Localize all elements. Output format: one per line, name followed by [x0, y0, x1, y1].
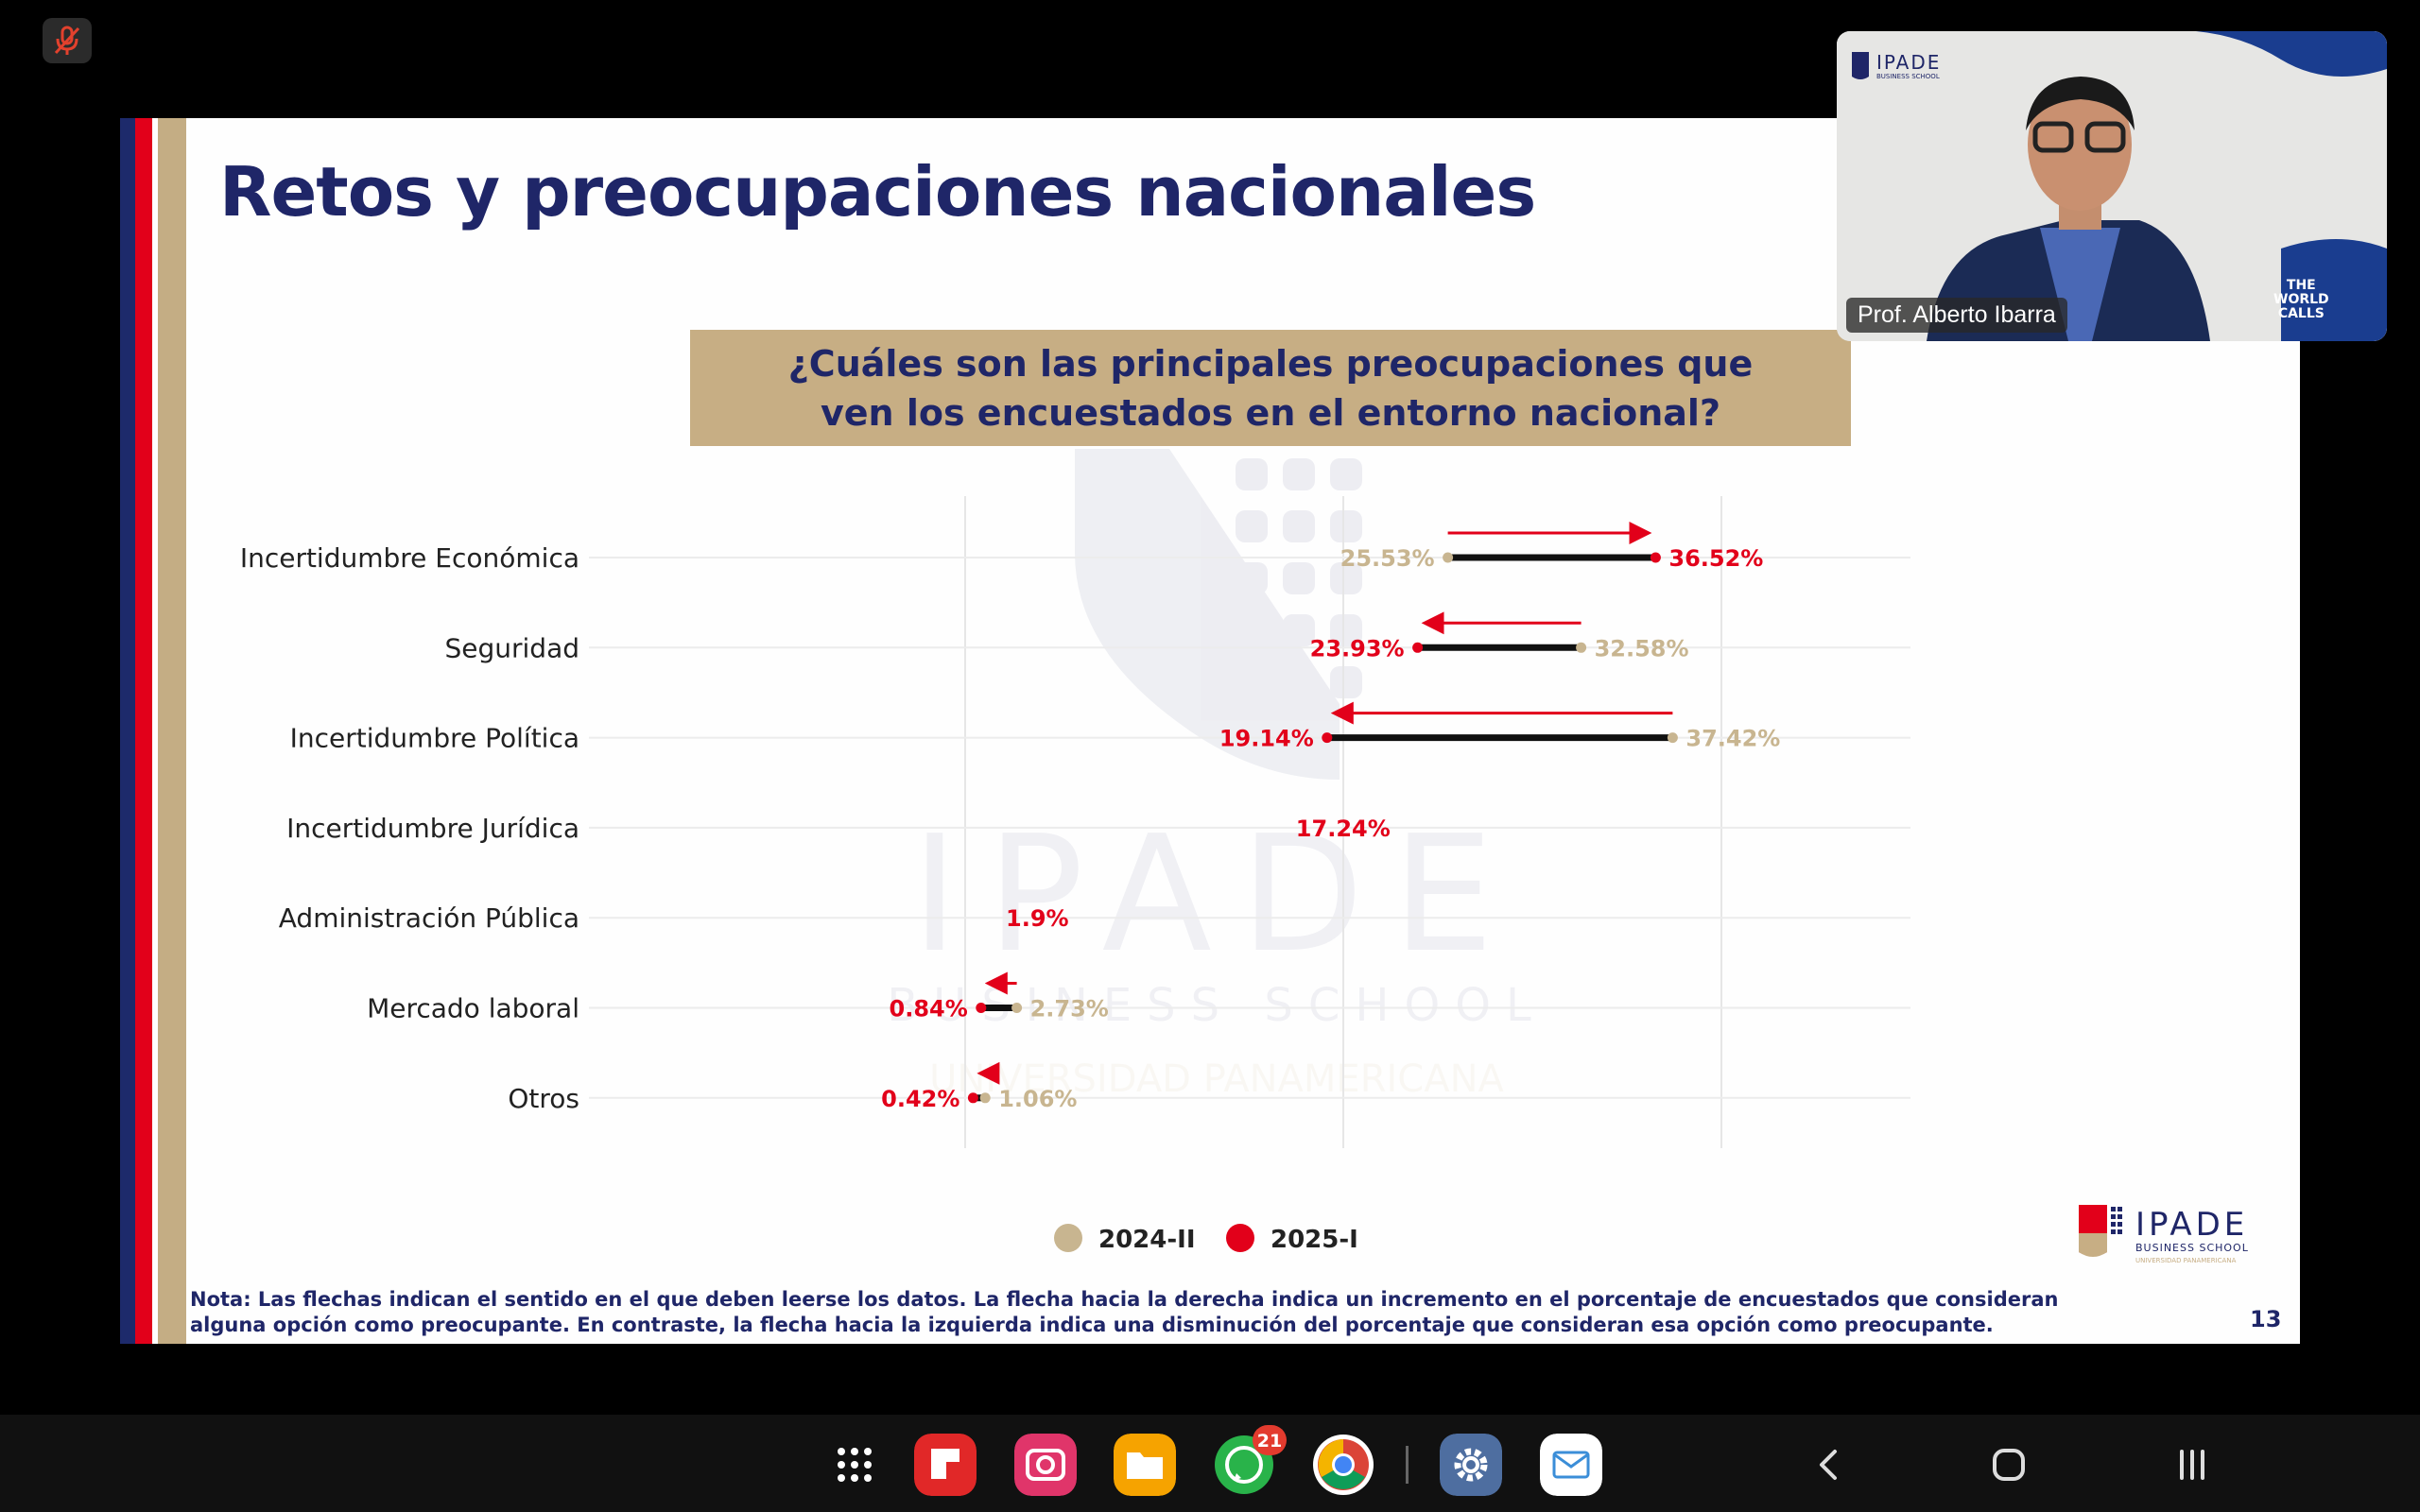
- data-label-2025-i: 0.84%: [890, 996, 968, 1022]
- side-bar-red: [135, 118, 152, 1344]
- point-2025-i: [1322, 732, 1333, 744]
- point-2025-i: [1650, 552, 1661, 563]
- files-app-icon[interactable]: [1114, 1434, 1176, 1496]
- dumbbell-chart: Incertidumbre Económica 25.53% 36.52% Segur…: [240, 496, 1910, 1254]
- logo-sub1: BUSINESS SCHOOL: [2135, 1242, 2249, 1254]
- recent-apps-nav-icon[interactable]: [2164, 1436, 2221, 1493]
- ipade-logo: IPADE BUSINESS SCHOOL UNIVERSIDAD PANAME…: [2079, 1205, 2249, 1264]
- page-number: 13: [2250, 1306, 2282, 1332]
- camera-app-icon[interactable]: [1014, 1434, 1077, 1496]
- slide-title: Retos y preocupaciones nacionales: [219, 152, 1536, 232]
- point-2024-ii: [1576, 642, 1587, 653]
- question-box: ¿Cuáles son las principales preocupacion…: [690, 330, 1851, 446]
- webcam-logo: IPADE BUSINESS SCHOOL: [1852, 51, 1941, 80]
- ipade-watermark: IPADE BUSINESS SCHOOL UNIVERSIDAD PANAME…: [887, 449, 1531, 1101]
- category-label: Incertidumbre Económica: [240, 542, 579, 574]
- category-label: Otros: [508, 1083, 579, 1114]
- mic-off-icon: [54, 26, 80, 55]
- point-2025-i: [1412, 642, 1424, 653]
- data-label-2025-i: 23.93%: [1310, 635, 1405, 662]
- presenter-name-label: Prof. Alberto Ibarra: [1846, 298, 2067, 333]
- point-2024-ii: [1443, 552, 1454, 563]
- point-2024-ii: [1667, 732, 1678, 744]
- settings-app-icon[interactable]: [1440, 1434, 1502, 1496]
- point-2024-ii: [1011, 1003, 1023, 1013]
- legend-swatch-2025-i: [1226, 1224, 1254, 1252]
- back-nav-icon[interactable]: [1801, 1436, 1858, 1493]
- point-2025-i: [967, 1092, 978, 1104]
- category-label: Incertidumbre Jurídica: [286, 813, 579, 844]
- presenter-video: [1837, 31, 2387, 341]
- point-2024-ii: [979, 1092, 991, 1104]
- point-2025-i: [976, 1003, 987, 1013]
- webcam-logo-name: IPADE: [1876, 51, 1941, 74]
- email-app-icon[interactable]: [1540, 1434, 1602, 1496]
- webcam-corner-text: THE WORLD CALLS: [2273, 279, 2329, 321]
- corner-text-line-2: WORLD: [2273, 292, 2329, 307]
- watermark-name: IPADE: [911, 801, 1522, 988]
- mute-button[interactable]: [43, 18, 92, 63]
- data-label-2025-i: 17.24%: [1296, 816, 1391, 842]
- category-label: Incertidumbre Política: [290, 723, 579, 754]
- footnote: Nota: Las flechas indican el sentido en …: [190, 1288, 2059, 1336]
- taskbar-divider: [1406, 1446, 1409, 1484]
- logo-sub2: UNIVERSIDAD PANAMERICANA: [2135, 1257, 2237, 1264]
- category-label: Seguridad: [444, 632, 579, 663]
- data-label-2024-ii: 32.58%: [1595, 635, 1689, 662]
- data-label-2025-i: 1.9%: [1006, 905, 1069, 932]
- watermark-sub2: UNIVERSIDAD PANAMERICANA: [929, 1057, 1504, 1101]
- data-label-2024-ii: 25.53%: [1340, 545, 1435, 572]
- chrome-app-icon[interactable]: [1312, 1434, 1374, 1496]
- legend-label-2024-ii: 2024-II: [1098, 1226, 1196, 1254]
- webcam-logo-sub: BUSINESS SCHOOL: [1876, 73, 1940, 80]
- corner-text-line-3: CALLS: [2277, 306, 2325, 321]
- side-bar-navy: [120, 118, 135, 1344]
- category-label: Mercado laboral: [367, 993, 579, 1024]
- webcam-tile[interactable]: IPADE BUSINESS SCHOOL THE WORLD CALLS Pr…: [1837, 31, 2387, 341]
- data-label-2025-i: 0.42%: [881, 1086, 959, 1112]
- question-text: ¿Cuáles son las principales preocupacion…: [787, 342, 1754, 434]
- home-nav-icon[interactable]: [1980, 1436, 2037, 1493]
- legend-label-2025-i: 2025-I: [1270, 1226, 1358, 1254]
- data-label-2024-ii: 2.73%: [1030, 996, 1109, 1022]
- whatsapp-badge-count: 21: [1257, 1431, 1282, 1452]
- category-label: Administración Pública: [279, 902, 579, 934]
- data-label-2024-ii: 1.06%: [998, 1086, 1077, 1112]
- data-label-2025-i: 19.14%: [1219, 726, 1314, 752]
- android-taskbar: [0, 1415, 2420, 1512]
- legend-swatch-2024-ii: [1054, 1224, 1082, 1252]
- side-bar-gold: [158, 118, 186, 1344]
- whatsapp-badge: 21: [1253, 1425, 1287, 1455]
- data-label-2024-ii: 37.42%: [1685, 726, 1780, 752]
- app-drawer-icon[interactable]: [823, 1434, 886, 1496]
- data-label-2025-i: 36.52%: [1668, 545, 1763, 572]
- logo-name: IPADE: [2135, 1206, 2248, 1244]
- corner-text-line-1: THE: [2286, 278, 2316, 293]
- flipboard-app-icon[interactable]: [914, 1434, 977, 1496]
